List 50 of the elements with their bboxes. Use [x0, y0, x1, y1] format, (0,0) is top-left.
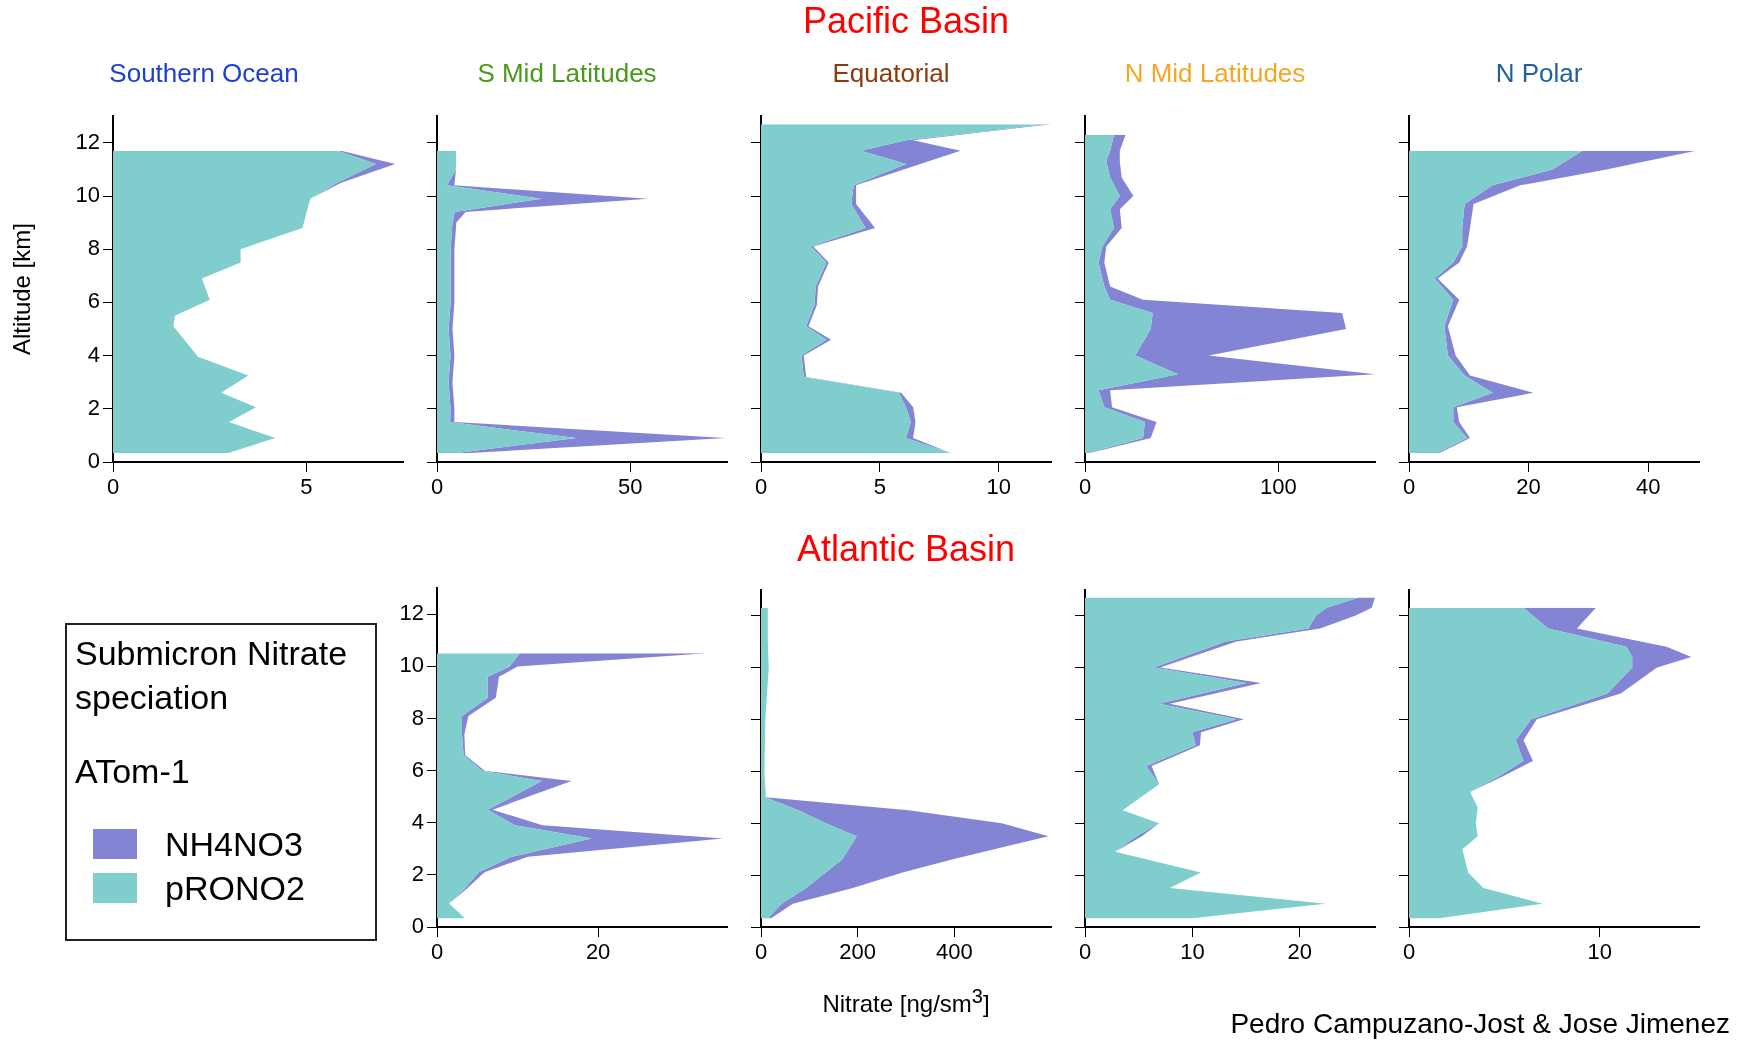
x-tick-label: 10 — [986, 474, 1011, 500]
y-tick-label: 4 — [87, 341, 100, 367]
chart-title: Southern Ocean — [109, 57, 299, 88]
chart-title: N Mid Latitudes — [1124, 57, 1306, 88]
x-tick-label: 0 — [1078, 474, 1092, 500]
x-tick-label: 0 — [754, 474, 768, 500]
y-tick-label: 0 — [87, 448, 100, 474]
y-tick-label: 12 — [399, 600, 424, 626]
text: ATom-1 — [75, 751, 191, 793]
chart-title: S Mid Latitudes — [477, 57, 657, 88]
y-tick-label: 6 — [411, 756, 424, 782]
x-tick-label: 20 — [585, 939, 611, 965]
text: Pedro Campuzano-Jost & Jose Jimenez — [1230, 1008, 1730, 1040]
y-tick-label: 2 — [411, 860, 424, 886]
x-tick-label: 400 — [935, 939, 973, 965]
y-tick-label: 8 — [87, 235, 100, 261]
x-tick-label: 10 — [1587, 939, 1613, 965]
x-tick-label: 20 — [1287, 939, 1313, 965]
y-tick-label: 4 — [411, 808, 424, 834]
chart-subtitle: Pacific Basin — [802, 0, 1010, 42]
x-tick-label: 5 — [873, 474, 886, 500]
x-tick-label: 0 — [1078, 939, 1092, 965]
y-tick-label: 10 — [75, 182, 100, 208]
x-tick-label: 20 — [1516, 474, 1541, 500]
x-tick-label: 0 — [430, 939, 444, 965]
y-axis-title: Altitude [km] — [8, 223, 36, 356]
x-tick-label: 50 — [618, 474, 643, 500]
y-tick-label: 8 — [411, 704, 424, 730]
legend-label: NH4NO3 — [165, 823, 303, 865]
y-tick-label: 12 — [75, 128, 100, 154]
chart-subtitle: Atlantic Basin — [796, 528, 1016, 570]
x-tick-label: 100 — [1259, 474, 1297, 500]
chart-title: Equatorial — [832, 57, 950, 88]
x-tick-label: 200 — [839, 939, 877, 965]
y-tick-label: 6 — [87, 288, 100, 314]
legend-label: pRONO2 — [165, 867, 305, 909]
x-tick-label: 0 — [754, 939, 768, 965]
x-tick-label: 10 — [1180, 939, 1205, 965]
chart-title: N Polar — [1495, 57, 1583, 88]
x-tick-label: 40 — [1635, 474, 1661, 500]
legend-title: Submicron Nitrate speciation — [75, 633, 349, 719]
x-tick-label: 5 — [300, 474, 313, 500]
x-tick-label: 0 — [430, 474, 444, 500]
y-tick-label: 2 — [87, 394, 100, 420]
x-axis-title: Nitrate [ng/sm$^{3}$] — [822, 985, 990, 1018]
x-tick-label: 0 — [1402, 939, 1416, 965]
y-tick-label: 0 — [411, 913, 424, 939]
x-tick-label: 0 — [106, 474, 120, 500]
x-tick-label: 0 — [1402, 474, 1416, 500]
y-tick-label: 10 — [399, 652, 424, 678]
